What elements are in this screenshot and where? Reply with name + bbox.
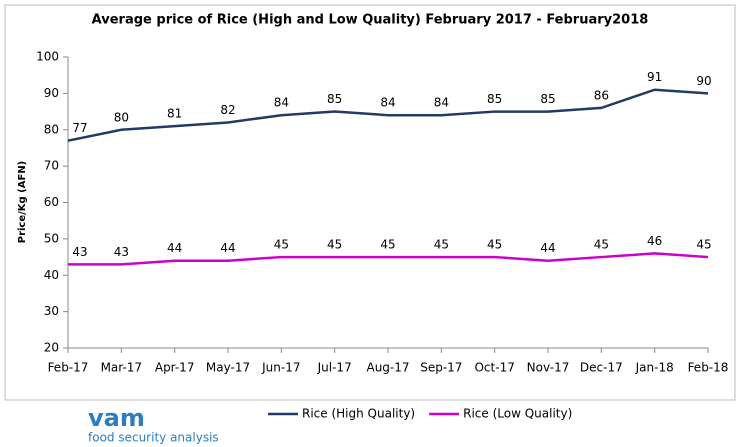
data-label: 45	[594, 238, 609, 252]
data-label: 45	[434, 238, 449, 252]
data-label: 85	[487, 92, 502, 106]
data-label: 43	[72, 245, 87, 259]
data-label: 80	[114, 110, 129, 124]
logo-name: vam	[88, 404, 145, 432]
x-tick-label: Dec-17	[580, 361, 623, 375]
x-tick-label: Oct-17	[474, 361, 514, 375]
data-label: 45	[487, 238, 502, 252]
data-label: 77	[72, 121, 87, 135]
data-label: 86	[594, 88, 609, 102]
data-label: 45	[696, 238, 711, 252]
y-tick-label: 40	[44, 268, 59, 282]
data-label: 44	[167, 241, 182, 255]
legend-label: Rice (High Quality)	[302, 407, 415, 421]
y-tick-label: 30	[44, 304, 59, 318]
chart-border	[4, 4, 736, 401]
chart-title: Average price of Rice (High and Low Qual…	[92, 13, 649, 28]
data-label: 44	[220, 241, 235, 255]
data-label: 84	[274, 96, 289, 110]
x-tick-label: Feb-17	[48, 361, 89, 375]
x-tick-label: Jul-17	[317, 361, 352, 375]
logo-tagline: food security analysis	[88, 431, 219, 445]
y-axis-label: Price/Kg (AFN)	[17, 161, 28, 244]
data-label: 85	[540, 92, 555, 106]
y-tick-label: 100	[36, 50, 59, 64]
y-tick-label: 80	[44, 122, 59, 136]
data-label: 44	[540, 241, 555, 255]
x-tick-label: Apr-17	[155, 361, 195, 375]
data-label: 45	[274, 238, 289, 252]
x-tick-label: Aug-17	[366, 361, 409, 375]
series-line	[67, 88, 709, 142]
x-tick-label: Jun-17	[261, 361, 300, 375]
x-tick-label: Sep-17	[420, 361, 462, 375]
data-label: 45	[327, 238, 342, 252]
x-tick-label: Jan-18	[635, 361, 674, 375]
y-tick-label: 50	[44, 231, 59, 245]
y-tick-label: 20	[44, 341, 59, 355]
x-tick-label: May-17	[206, 361, 250, 375]
data-label: 91	[647, 70, 662, 84]
data-label: 84	[434, 96, 449, 110]
data-label: 85	[327, 92, 342, 106]
x-tick-label: Nov-17	[527, 361, 570, 375]
data-label: 43	[114, 245, 129, 259]
data-label: 90	[696, 74, 711, 88]
series-line	[68, 252, 709, 266]
data-label: 84	[380, 96, 395, 110]
data-label: 82	[220, 103, 235, 117]
data-label: 45	[380, 238, 395, 252]
y-tick-label: 70	[44, 159, 59, 173]
x-tick-label: Feb-18	[688, 361, 729, 375]
data-label: 46	[647, 234, 662, 248]
x-tick-label: Mar-17	[101, 361, 142, 375]
data-label: 81	[167, 107, 182, 121]
y-tick-label: 90	[44, 86, 59, 100]
y-tick-label: 60	[44, 195, 59, 209]
legend-label: Rice (Low Quality)	[463, 407, 572, 421]
